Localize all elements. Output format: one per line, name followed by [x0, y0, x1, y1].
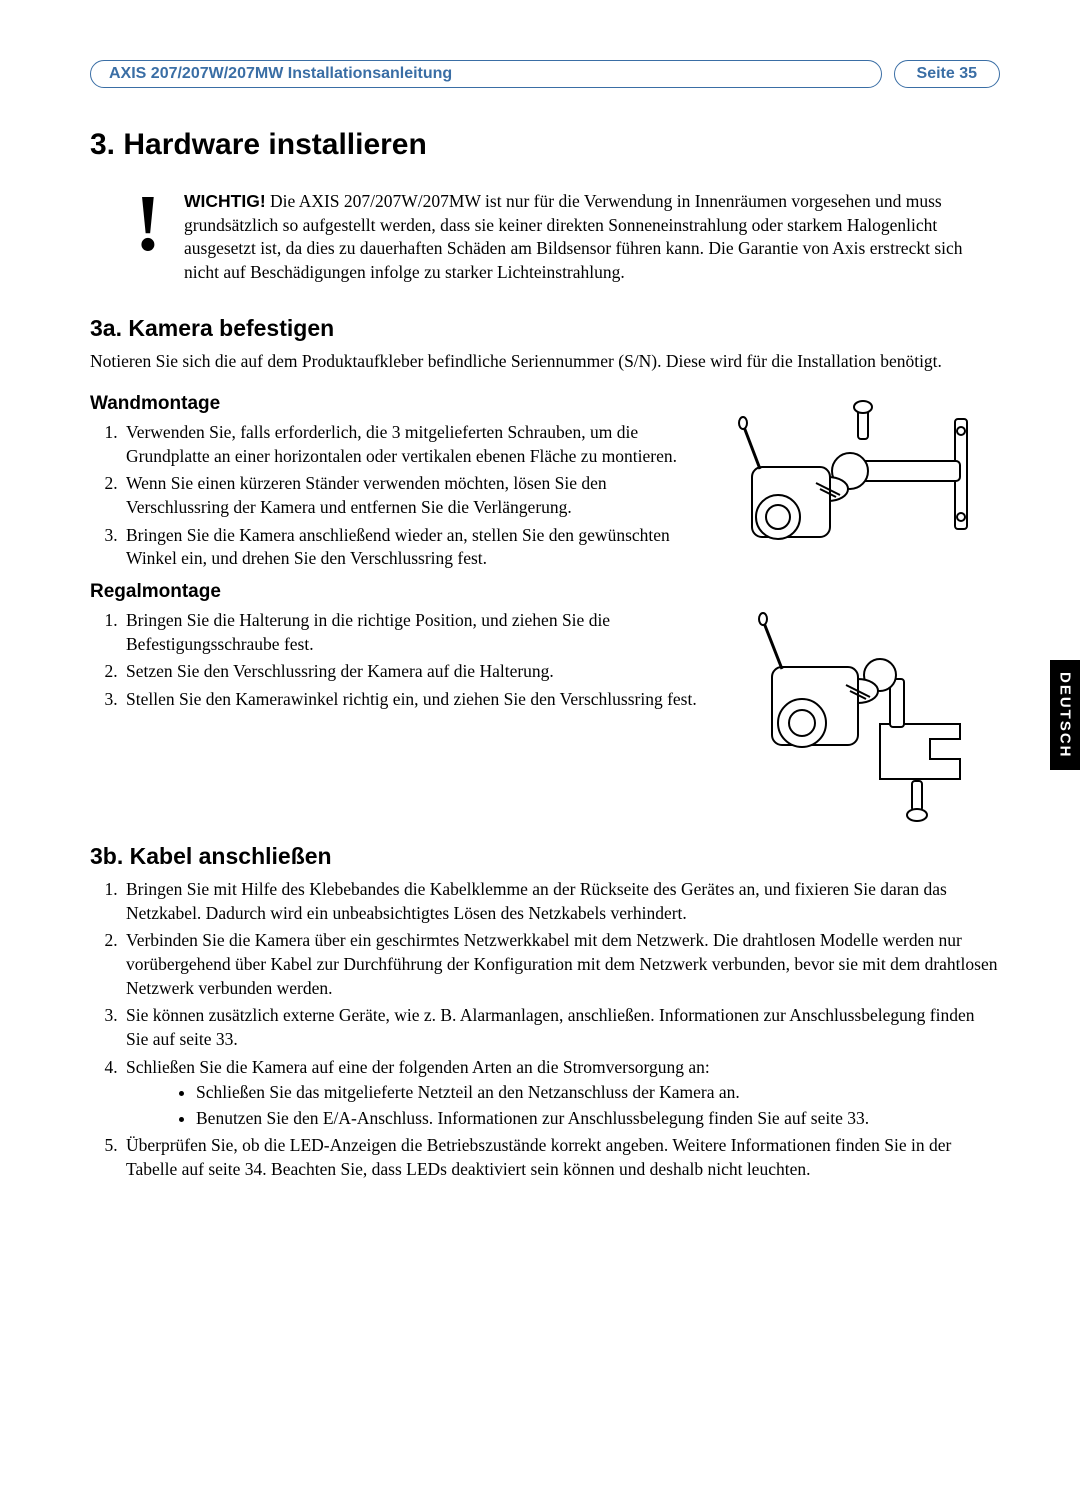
list-item: Bringen Sie die Kamera anschließend wied…: [122, 524, 702, 571]
list-item: Überprüfen Sie, ob die LED-Anzeigen die …: [122, 1134, 1000, 1181]
list-item-text: Schließen Sie die Kamera auf eine der fo…: [126, 1057, 710, 1077]
shelf-mount-illustration: [730, 609, 990, 829]
list-item: Sie können zusätzlich externe Geräte, wi…: [122, 1004, 1000, 1051]
important-callout: ! WICHTIG! Die AXIS 207/207W/207MW ist n…: [130, 190, 980, 285]
section-3a-intro: Notieren Sie sich die auf dem Produktauf…: [90, 350, 1000, 374]
section-3a-title: 3a. Kamera befestigen: [90, 315, 1000, 342]
regalmontage-list: Bringen Sie die Halterung in die richtig…: [90, 609, 702, 712]
header-page: Seite 35: [917, 65, 977, 83]
page-header: AXIS 207/207W/207MW Installationsanleitu…: [90, 60, 1000, 88]
section-3b-title: 3b. Kabel anschließen: [90, 843, 1000, 870]
exclamation-icon: !: [130, 190, 166, 258]
language-tab: DEUTSCH: [1050, 660, 1080, 770]
header-title-pill: AXIS 207/207W/207MW Installationsanleitu…: [90, 60, 882, 88]
list-item: Verbinden Sie die Kamera über ein geschi…: [122, 929, 1000, 1000]
header-title: AXIS 207/207W/207MW Installationsanleitu…: [109, 65, 452, 83]
kabel-list: Bringen Sie mit Hilfe des Klebebandes di…: [90, 878, 1000, 1182]
mounting-figures: [720, 383, 1000, 829]
list-item: Wenn Sie einen kürzeren Ständer verwende…: [122, 472, 702, 519]
important-lead: WICHTIG!: [184, 191, 266, 211]
mounting-text-column: Wandmontage Verwenden Sie, falls erforde…: [90, 383, 702, 715]
power-options-list: Schließen Sie das mitgelieferte Netzteil…: [126, 1081, 1000, 1130]
important-body: Die AXIS 207/207W/207MW ist nur für die …: [184, 191, 963, 282]
header-page-pill: Seite 35: [894, 60, 1000, 88]
list-item: Schließen Sie die Kamera auf eine der fo…: [122, 1056, 1000, 1131]
regalmontage-title: Regalmontage: [90, 581, 702, 603]
list-item: Setzen Sie den Verschlussring der Kamera…: [122, 660, 702, 684]
wandmontage-list: Verwenden Sie, falls erforderlich, die 3…: [90, 421, 702, 571]
wall-mount-illustration: [730, 389, 990, 579]
list-item: Schließen Sie das mitgelieferte Netzteil…: [196, 1081, 1000, 1105]
section-3-title: 3. Hardware installieren: [90, 128, 1000, 162]
list-item: Bringen Sie mit Hilfe des Klebebandes di…: [122, 878, 1000, 925]
mounting-columns: Wandmontage Verwenden Sie, falls erforde…: [90, 383, 1000, 829]
list-item: Bringen Sie die Halterung in die richtig…: [122, 609, 702, 656]
list-item: Verwenden Sie, falls erforderlich, die 3…: [122, 421, 702, 468]
list-item: Stellen Sie den Kamerawinkel richtig ein…: [122, 688, 702, 712]
list-item: Benutzen Sie den E/A-Anschluss. Informat…: [196, 1107, 1000, 1131]
wandmontage-title: Wandmontage: [90, 393, 702, 415]
important-text: WICHTIG! Die AXIS 207/207W/207MW ist nur…: [184, 190, 980, 285]
